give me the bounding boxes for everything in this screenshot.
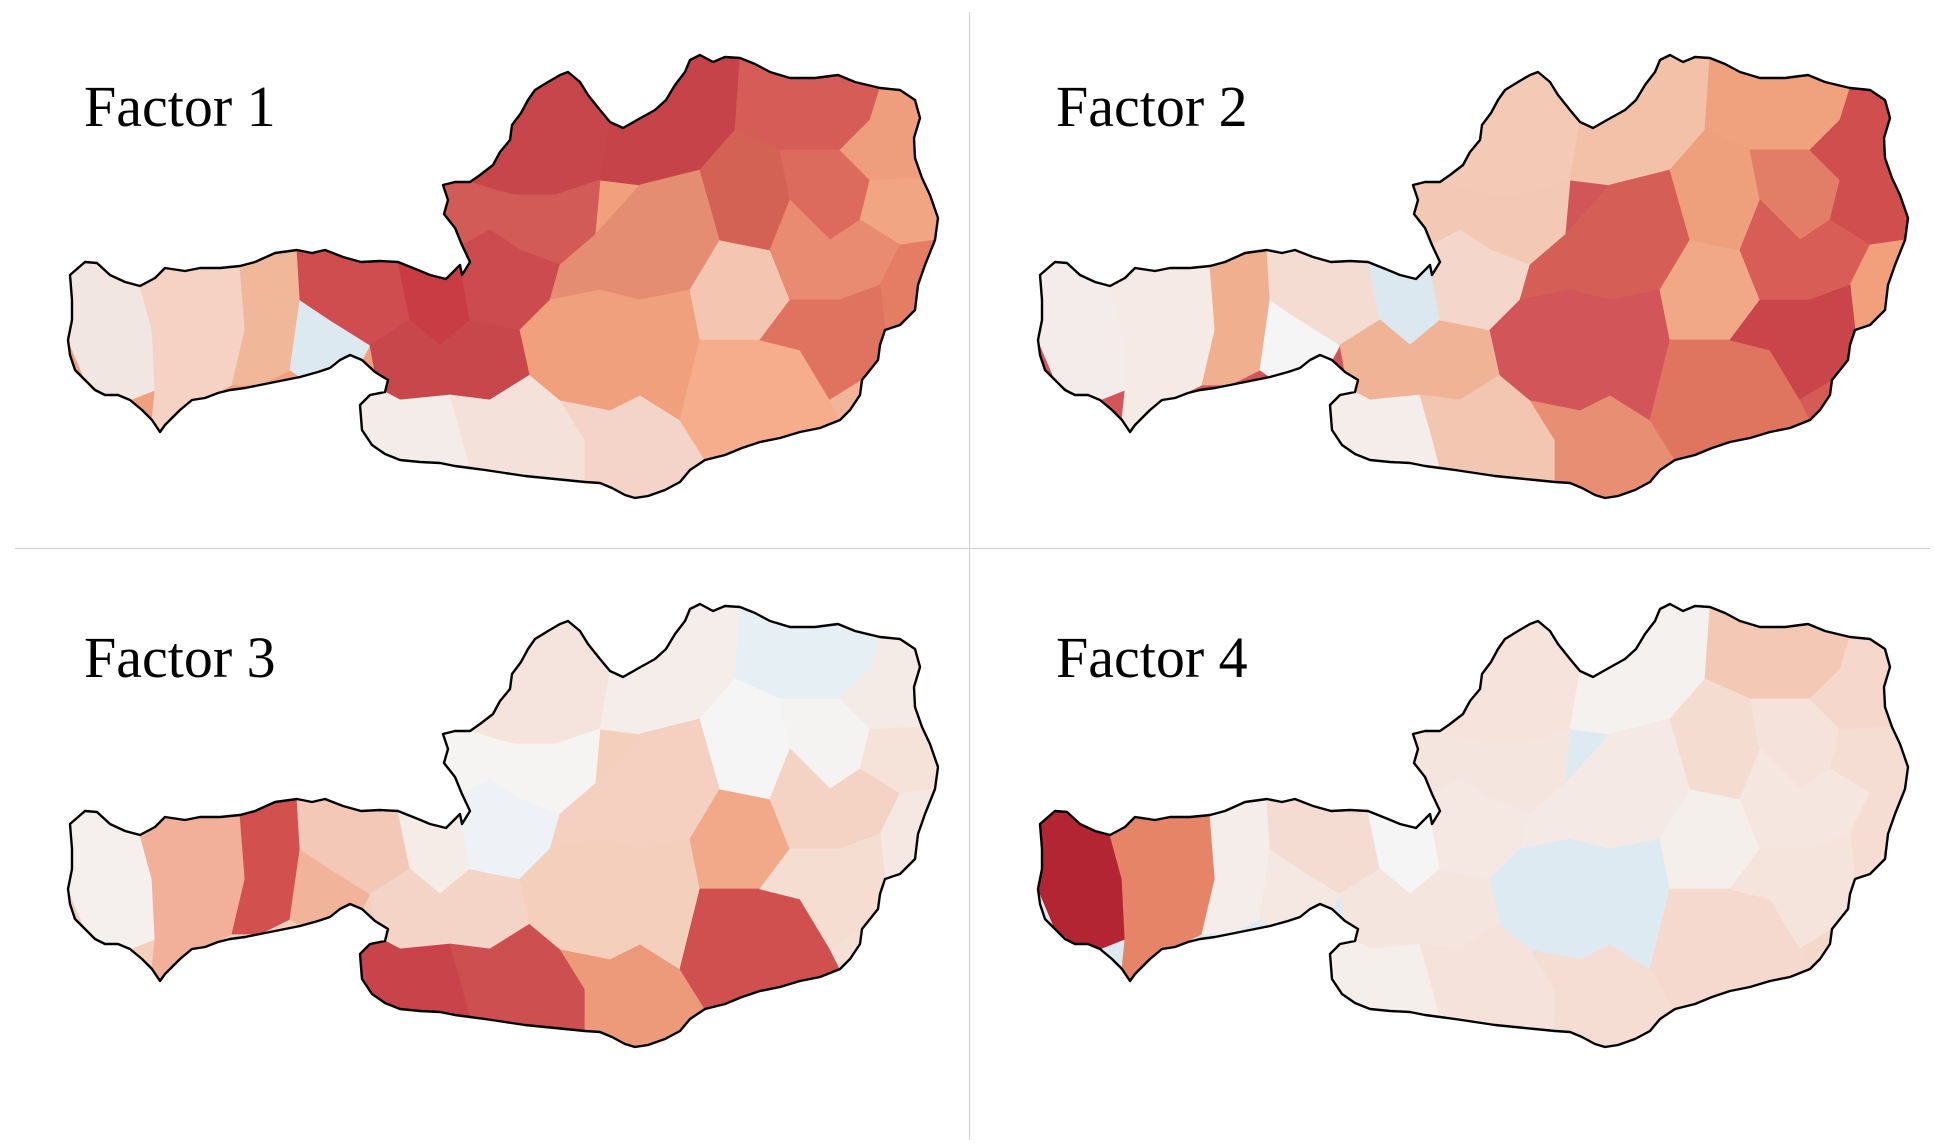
region-cell-styria-c bbox=[1489, 838, 1671, 970]
region-cell-vorarlberg bbox=[68, 810, 156, 950]
austria-border bbox=[66, 53, 940, 500]
vertical-divider bbox=[969, 12, 970, 1140]
austria-map-factor-4 bbox=[1036, 602, 1910, 1049]
region-cell-styria-c bbox=[519, 289, 701, 421]
horizontal-divider bbox=[15, 548, 1930, 549]
panel-factor-4: Factor 4 bbox=[970, 549, 1935, 1097]
austria-map-factor-1 bbox=[66, 53, 940, 500]
panel-factor-3: Factor 3 bbox=[0, 549, 968, 1097]
region-cell-ooe-west bbox=[1439, 620, 1581, 745]
region-cell-styria-c bbox=[519, 838, 701, 970]
region-cell-ooe-west bbox=[469, 71, 611, 196]
panel-factor-2: Factor 2 bbox=[970, 0, 1935, 548]
panel-title: Factor 4 bbox=[1056, 625, 1248, 690]
panel-title: Factor 1 bbox=[84, 74, 276, 139]
region-cell-vorarlberg bbox=[1038, 810, 1126, 950]
austria-border bbox=[1036, 602, 1910, 1049]
region-cell-styria-c bbox=[1489, 289, 1671, 421]
panel-title: Factor 2 bbox=[1056, 74, 1248, 139]
austria-border bbox=[66, 602, 940, 1049]
voronoi-cells bbox=[68, 604, 938, 1047]
voronoi-cells bbox=[1038, 604, 1908, 1047]
region-cell-tirol-west bbox=[139, 814, 246, 982]
region-cell-tirol-west bbox=[139, 265, 246, 433]
voronoi-cells bbox=[1038, 55, 1908, 498]
panel-title: Factor 3 bbox=[84, 625, 276, 690]
austria-map-factor-3 bbox=[66, 602, 940, 1049]
region-cell-tirol-west bbox=[1109, 265, 1216, 433]
region-cell-ooe-west bbox=[469, 620, 611, 745]
austria-border bbox=[1036, 53, 1910, 500]
region-cell-tirol-west bbox=[1109, 814, 1216, 982]
austria-map-factor-2 bbox=[1036, 53, 1910, 500]
voronoi-cells bbox=[68, 55, 938, 498]
region-cell-vorarlberg bbox=[68, 261, 156, 401]
panel-factor-1: Factor 1 bbox=[0, 0, 968, 548]
region-cell-vorarlberg bbox=[1038, 261, 1126, 401]
region-cell-ooe-west bbox=[1439, 71, 1581, 196]
